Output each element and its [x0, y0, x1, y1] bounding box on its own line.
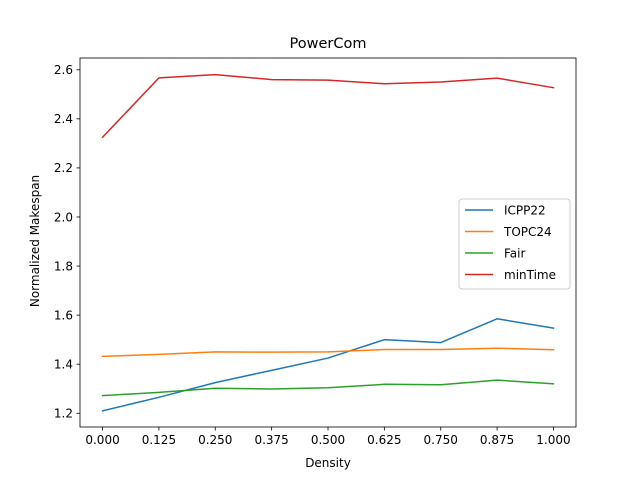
y-tick-label: 1.4 [54, 357, 73, 371]
x-axis: 0.000 0.125 0.250 0.375 0.500 0.625 0.750 0.875… [85, 427, 571, 447]
legend-label-mintime: minTime [504, 268, 556, 282]
legend: ICPP22 TOPC24 Fair minTime [458, 198, 571, 290]
x-tick-label: 0.125 [142, 433, 176, 447]
series-line-mintime [101, 73, 555, 139]
y-axis: 1.2 1.4 1.6 1.8 2.0 2.2 2.4 2.6 [54, 63, 80, 421]
y-tick-label: 2.6 [54, 63, 73, 77]
y-tick-label: 1.8 [54, 259, 73, 273]
legend-label-fair: Fair [504, 246, 525, 260]
x-tick-label: 0.000 [85, 433, 119, 447]
x-tick-label: 0.875 [480, 433, 514, 447]
y-tick-label: 2.4 [54, 112, 73, 126]
legend-box [458, 198, 571, 290]
chart-title: PowerCom [290, 36, 367, 52]
x-tick-label: 0.375 [254, 433, 288, 447]
x-tick-label: 1.000 [536, 433, 570, 447]
y-tick-label: 1.6 [54, 308, 73, 322]
x-tick-label: 0.250 [198, 433, 232, 447]
x-tick-label: 0.750 [424, 433, 458, 447]
x-tick-label: 0.500 [311, 433, 345, 447]
y-tick-label: 2.2 [54, 161, 73, 175]
x-tick-label: 0.625 [367, 433, 401, 447]
y-axis-label: Normalized Makespan [28, 175, 42, 307]
series-line-topc24 [101, 347, 555, 358]
x-axis-label: Density [305, 456, 351, 470]
series-line-fair [101, 379, 555, 397]
legend-label-icpp22: ICPP22 [504, 203, 546, 217]
series-line-icpp22 [101, 318, 555, 412]
legend-label-topc24: TOPC24 [503, 225, 552, 239]
y-tick-label: 1.2 [54, 407, 73, 421]
y-tick-label: 2.0 [54, 210, 73, 224]
